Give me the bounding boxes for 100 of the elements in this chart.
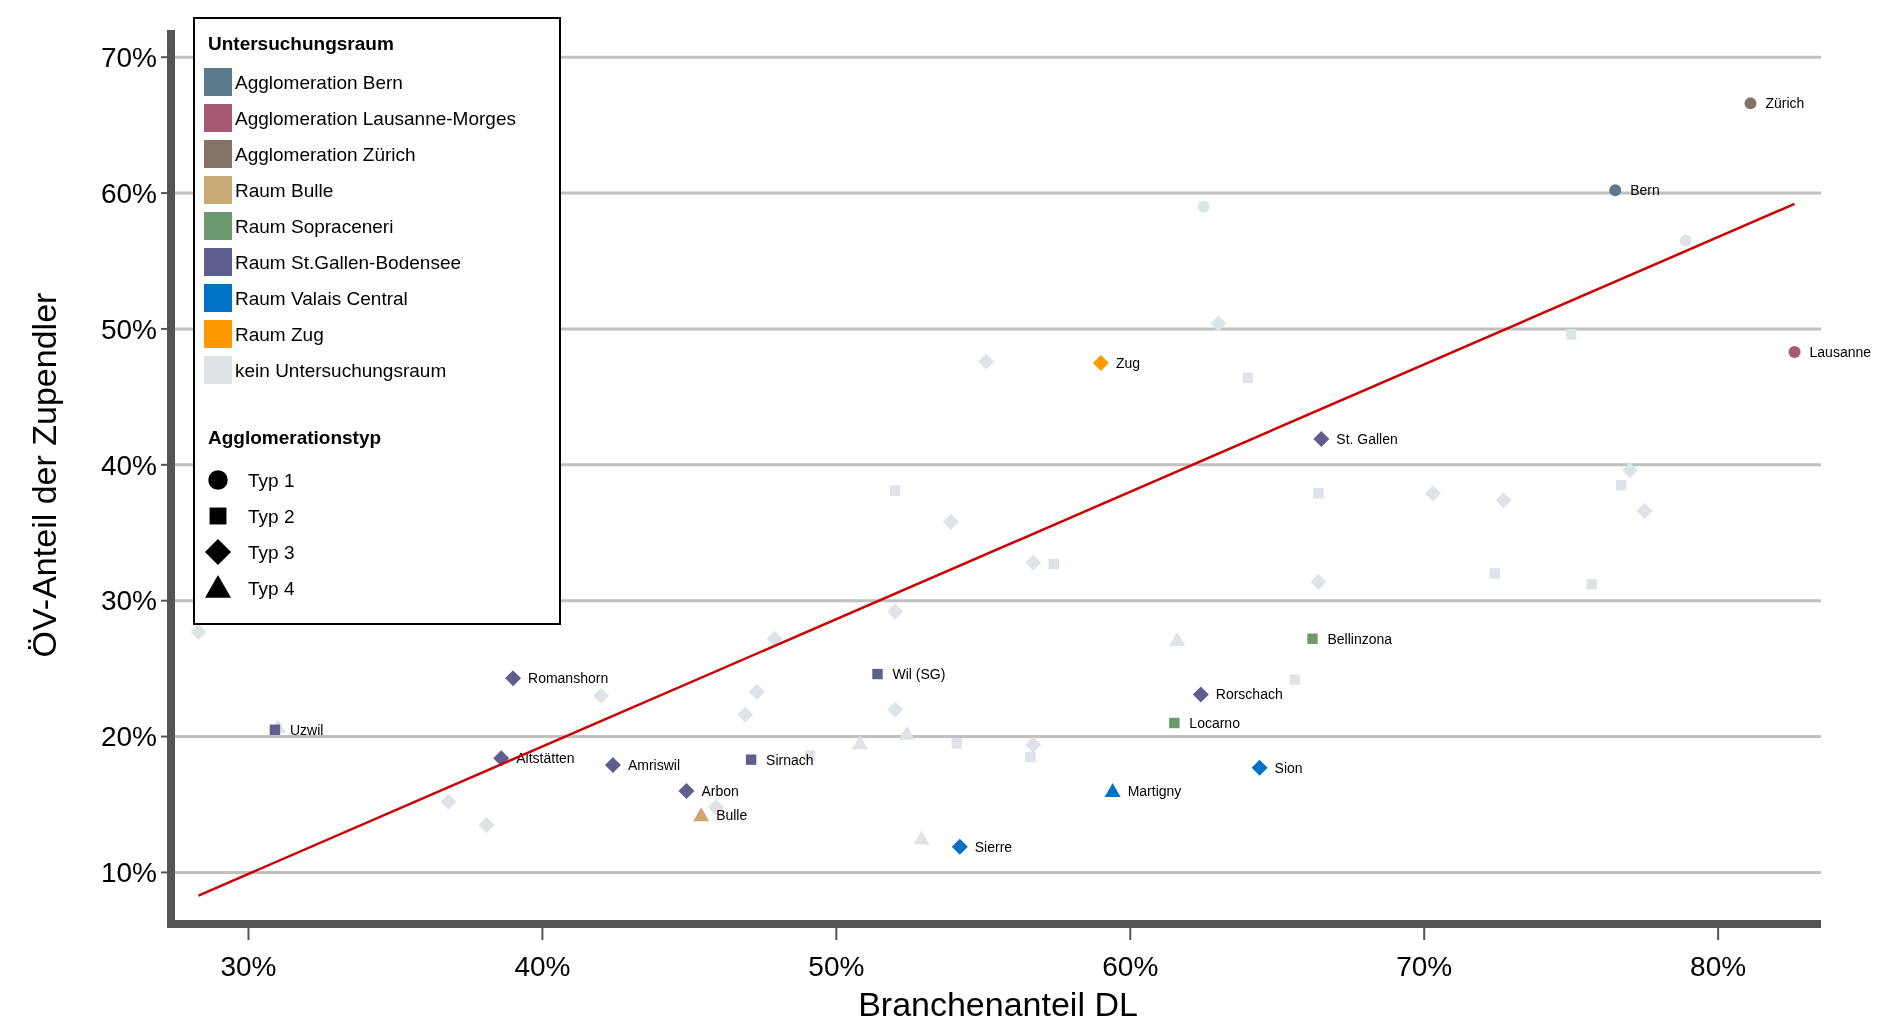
y-tick-label: 10% [100, 857, 157, 889]
data-label: Sierre [974, 838, 1013, 855]
point [1092, 354, 1109, 371]
point [505, 670, 522, 687]
data-label: Altstätten [516, 750, 575, 767]
point [1495, 492, 1512, 509]
data-label: Rorschach [1215, 686, 1283, 703]
y-tick-label: 60% [100, 177, 157, 209]
point [269, 724, 281, 735]
point [1104, 782, 1121, 797]
point [951, 738, 963, 749]
legend-label: kein Untersuchungsraum [235, 359, 447, 381]
point [1307, 633, 1318, 644]
annotation: Typ 1 [248, 469, 295, 491]
point [737, 706, 754, 723]
data-label: Sirnach [766, 751, 814, 768]
point [745, 754, 757, 765]
y-axis-title: ÖV-Anteil der Zupendler [25, 292, 63, 658]
x-axis-title: Branchenanteil DL [858, 985, 1138, 1023]
point [1586, 579, 1597, 590]
x-tick-label: 70% [1396, 951, 1453, 982]
annotation: Typ 3 [248, 541, 295, 563]
x-tick-label: 60% [1102, 951, 1159, 982]
point [1679, 234, 1692, 247]
point [1788, 346, 1801, 359]
legend-title: Untersuchungsraum [208, 33, 394, 54]
point [478, 816, 495, 833]
x-tick-label: 50% [808, 951, 865, 982]
data-label: Uzwil [289, 721, 324, 738]
data-label: St. Gallen [1336, 430, 1398, 447]
point [942, 513, 959, 530]
point [1192, 686, 1209, 703]
point [951, 838, 968, 855]
point [898, 725, 915, 740]
point [190, 623, 207, 640]
y-tick-label: 20% [100, 721, 157, 753]
legend-label: Raum Bulle [235, 179, 334, 201]
point [1210, 315, 1227, 332]
point [1425, 485, 1442, 502]
annotation: Typ 4 [248, 577, 295, 599]
point [1242, 372, 1254, 384]
point [889, 485, 901, 496]
point [913, 830, 930, 845]
point [1197, 200, 1210, 213]
data-label: Wil (SG) [892, 665, 946, 682]
data-label: Lausanne [1809, 343, 1872, 360]
point [1289, 674, 1301, 685]
data-label: Locarno [1189, 714, 1241, 731]
y-tick-label: 30% [100, 585, 157, 617]
point [1636, 503, 1653, 520]
point [1025, 736, 1042, 753]
point [1489, 568, 1500, 579]
legend-label: Agglomeration Bern [235, 71, 403, 93]
point [851, 735, 868, 750]
legend-label: Agglomeration Lausanne-Morges [235, 107, 516, 129]
y-tick-label: 40% [100, 449, 157, 481]
data-label: Zug [1115, 354, 1140, 371]
data-label: Bulle [716, 807, 748, 824]
y-tick-label: 50% [100, 313, 157, 345]
x-tick-label: 80% [1690, 951, 1747, 982]
point [1609, 184, 1622, 197]
point [593, 687, 610, 704]
data-label: Zürich [1765, 95, 1805, 112]
point [887, 701, 904, 718]
point [604, 757, 621, 774]
data-label: Amriswil [627, 757, 681, 773]
point [1251, 759, 1268, 776]
point [1565, 329, 1577, 340]
annotation: Agglomerationstyp [208, 427, 382, 448]
point [1313, 430, 1330, 447]
point [693, 807, 710, 822]
x-tick-label: 30% [220, 951, 277, 982]
point [1025, 751, 1036, 763]
y-tick-label: 70% [100, 41, 157, 73]
data-label: Arbon [701, 782, 739, 799]
point [978, 353, 995, 370]
data-label: Sion [1274, 759, 1303, 776]
legend-label: Raum Sopraceneri [235, 215, 394, 237]
legend-label: Raum Valais Central [235, 287, 408, 309]
point [1310, 573, 1327, 590]
data-label: Martigny [1127, 782, 1182, 799]
legend-label: Raum St.Gallen-Bodensee [235, 251, 462, 273]
point [1615, 479, 1627, 491]
data-label: Romanshorn [528, 670, 609, 687]
annotation: Typ 2 [248, 505, 295, 527]
point [1169, 632, 1186, 647]
point [1169, 717, 1180, 729]
point [1048, 558, 1060, 570]
legend-label: Agglomeration Zürich [235, 143, 416, 165]
point [887, 603, 904, 620]
point [1025, 554, 1042, 571]
legend-label: Raum Zug [235, 323, 324, 345]
data-label: Bellinzona [1327, 630, 1393, 647]
point [748, 683, 765, 700]
point [872, 668, 883, 680]
point [766, 630, 783, 647]
x-tick-label: 40% [514, 951, 571, 982]
data-label: Bern [1630, 182, 1660, 199]
point [440, 793, 457, 810]
point [1621, 462, 1638, 479]
